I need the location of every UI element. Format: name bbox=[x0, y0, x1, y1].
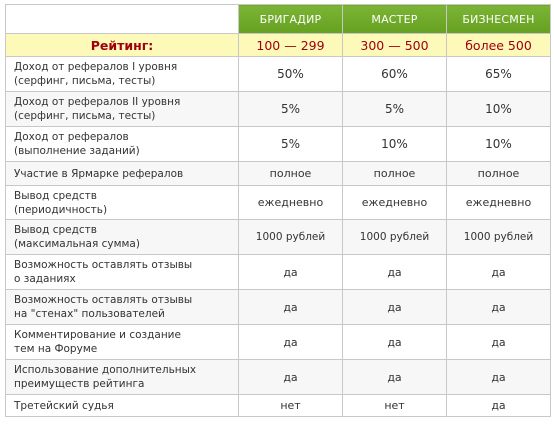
feature-label-line: (выполнение заданий) bbox=[14, 145, 140, 157]
feature-label-line: (серфинг, письма, тесты) bbox=[14, 110, 156, 122]
feature-value-master: нет bbox=[342, 394, 447, 417]
feature-label-line: Использование дополнительных bbox=[14, 364, 197, 376]
feature-label-line: Доход от рефералов bbox=[14, 131, 129, 143]
feature-label-line: Участие в Ярмарке рефералов bbox=[14, 167, 184, 180]
feature-label-line: преимуществ рейтинга bbox=[14, 378, 145, 390]
rating-value-brigadir: 100 — 299 bbox=[238, 33, 343, 57]
feature-value-businessman: да bbox=[446, 394, 551, 417]
feature-label: Возможность оставлять отзывы на "стенах" … bbox=[5, 289, 239, 325]
feature-value-master: да bbox=[342, 324, 447, 360]
feature-value-brigadir: да bbox=[238, 289, 343, 325]
rating-value-businessman: более 500 bbox=[446, 33, 551, 57]
table-row: Участие в Ярмарке рефералов полное полное п… bbox=[5, 161, 551, 186]
feature-value-businessman: 65% bbox=[446, 56, 551, 92]
feature-label: Участие в Ярмарке рефералов bbox=[5, 161, 239, 186]
feature-label: Возможность оставлять отзывы о заданиях bbox=[5, 254, 239, 290]
feature-value-master: полное bbox=[342, 161, 447, 186]
table-row: Комментирование и создание тем на Форуме д… bbox=[5, 324, 551, 360]
feature-label: Доход от рефералов (выполнение заданий) bbox=[5, 126, 239, 162]
feature-value-brigadir: да bbox=[238, 324, 343, 360]
table-row: Возможность оставлять отзывы о заданиях да… bbox=[5, 254, 551, 290]
table-row: Возможность оставлять отзывы на "стенах" … bbox=[5, 289, 551, 325]
feature-value-master: ежедневно bbox=[342, 185, 447, 220]
feature-value-brigadir: 1000 рублей bbox=[238, 219, 343, 255]
header-corner bbox=[5, 4, 239, 34]
feature-label-line: Третейский судья bbox=[14, 399, 114, 412]
feature-label-line: (максимальная сумма) bbox=[14, 238, 140, 250]
table-row: Доход от рефералов II уровня (серфинг, пи… bbox=[5, 91, 551, 127]
feature-value-brigadir: да bbox=[238, 359, 343, 395]
feature-value-brigadir: полное bbox=[238, 161, 343, 186]
feature-value-master: 60% bbox=[342, 56, 447, 92]
feature-label-line: (периодичность) bbox=[14, 203, 108, 216]
feature-label: Вывод средств (периодичность) bbox=[5, 185, 239, 220]
feature-label-line: Возможность оставлять отзывы bbox=[14, 294, 193, 306]
feature-label-line: (серфинг, письма, тесты) bbox=[14, 75, 156, 87]
rating-label: Рейтинг: bbox=[5, 33, 239, 57]
table-row: Вывод средств (периодичность) ежедневно еже… bbox=[5, 185, 551, 220]
feature-value-brigadir: 50% bbox=[238, 56, 343, 92]
table-row: Доход от рефералов I уровня (серфинг, пис… bbox=[5, 56, 551, 92]
feature-value-businessman: да bbox=[446, 289, 551, 325]
table-row: Использование дополнительных преимуществ … bbox=[5, 359, 551, 395]
feature-label-line: Комментирование и создание bbox=[14, 329, 181, 341]
feature-value-businessman: да bbox=[446, 324, 551, 360]
feature-label: Вывод средств (максимальная сумма) bbox=[5, 219, 239, 255]
feature-value-master: да bbox=[342, 289, 447, 325]
feature-label: Третейский судья bbox=[5, 394, 239, 417]
feature-value-businessman: ежедневно bbox=[446, 185, 551, 220]
feature-label-line: Доход от рефералов I уровня bbox=[14, 61, 178, 73]
feature-rows: Доход от рефералов I уровня (серфинг, пис… bbox=[5, 56, 551, 417]
feature-value-master: да bbox=[342, 254, 447, 290]
feature-value-businessman: 10% bbox=[446, 126, 551, 162]
feature-label-line: на "стенах" пользователей bbox=[14, 308, 165, 320]
rating-row: Рейтинг: 100 — 299 300 — 500 более 500 bbox=[5, 33, 551, 57]
feature-label: Комментирование и создание тем на Форуме bbox=[5, 324, 239, 360]
feature-label-line: Доход от рефералов II уровня bbox=[14, 96, 181, 108]
feature-value-businessman: да bbox=[446, 254, 551, 290]
table-row: Доход от рефералов (выполнение заданий) 5%… bbox=[5, 126, 551, 162]
feature-label: Доход от рефералов II уровня (серфинг, пи… bbox=[5, 91, 239, 127]
feature-value-master: 5% bbox=[342, 91, 447, 127]
feature-label-line: Возможность оставлять отзывы bbox=[14, 259, 193, 271]
feature-value-businessman: да bbox=[446, 359, 551, 395]
table-row: Вывод средств (максимальная сумма) 1000 ру… bbox=[5, 219, 551, 255]
comparison-table: БРИГАДИР МАСТЕР БИЗНЕСМЕН Рейтинг: 100 —… bbox=[5, 4, 551, 417]
feature-label-line: Вывод средств bbox=[14, 224, 97, 236]
feature-value-businessman: 10% bbox=[446, 91, 551, 127]
feature-value-master: 10% bbox=[342, 126, 447, 162]
tier-header-row: БРИГАДИР МАСТЕР БИЗНЕСМЕН bbox=[5, 4, 551, 34]
feature-label-line: Вывод средств bbox=[14, 189, 97, 202]
tier-header-businessman: БИЗНЕСМЕН bbox=[446, 4, 551, 34]
feature-value-businessman: полное bbox=[446, 161, 551, 186]
feature-value-businessman: 1000 рублей bbox=[446, 219, 551, 255]
feature-value-brigadir: да bbox=[238, 254, 343, 290]
feature-value-brigadir: 5% bbox=[238, 91, 343, 127]
tier-header-brigadir: БРИГАДИР bbox=[238, 4, 343, 34]
feature-value-brigadir: 5% bbox=[238, 126, 343, 162]
feature-value-master: 1000 рублей bbox=[342, 219, 447, 255]
feature-label-line: тем на Форуме bbox=[14, 343, 98, 355]
rating-value-master: 300 — 500 bbox=[342, 33, 447, 57]
feature-value-brigadir: ежедневно bbox=[238, 185, 343, 220]
feature-value-master: да bbox=[342, 359, 447, 395]
tier-header-master: МАСТЕР bbox=[342, 4, 447, 34]
feature-value-brigadir: нет bbox=[238, 394, 343, 417]
table-row: Третейский судья нет нет да bbox=[5, 394, 551, 417]
feature-label: Доход от рефералов I уровня (серфинг, пис… bbox=[5, 56, 239, 92]
feature-label: Использование дополнительных преимуществ … bbox=[5, 359, 239, 395]
feature-label-line: о заданиях bbox=[14, 273, 76, 285]
